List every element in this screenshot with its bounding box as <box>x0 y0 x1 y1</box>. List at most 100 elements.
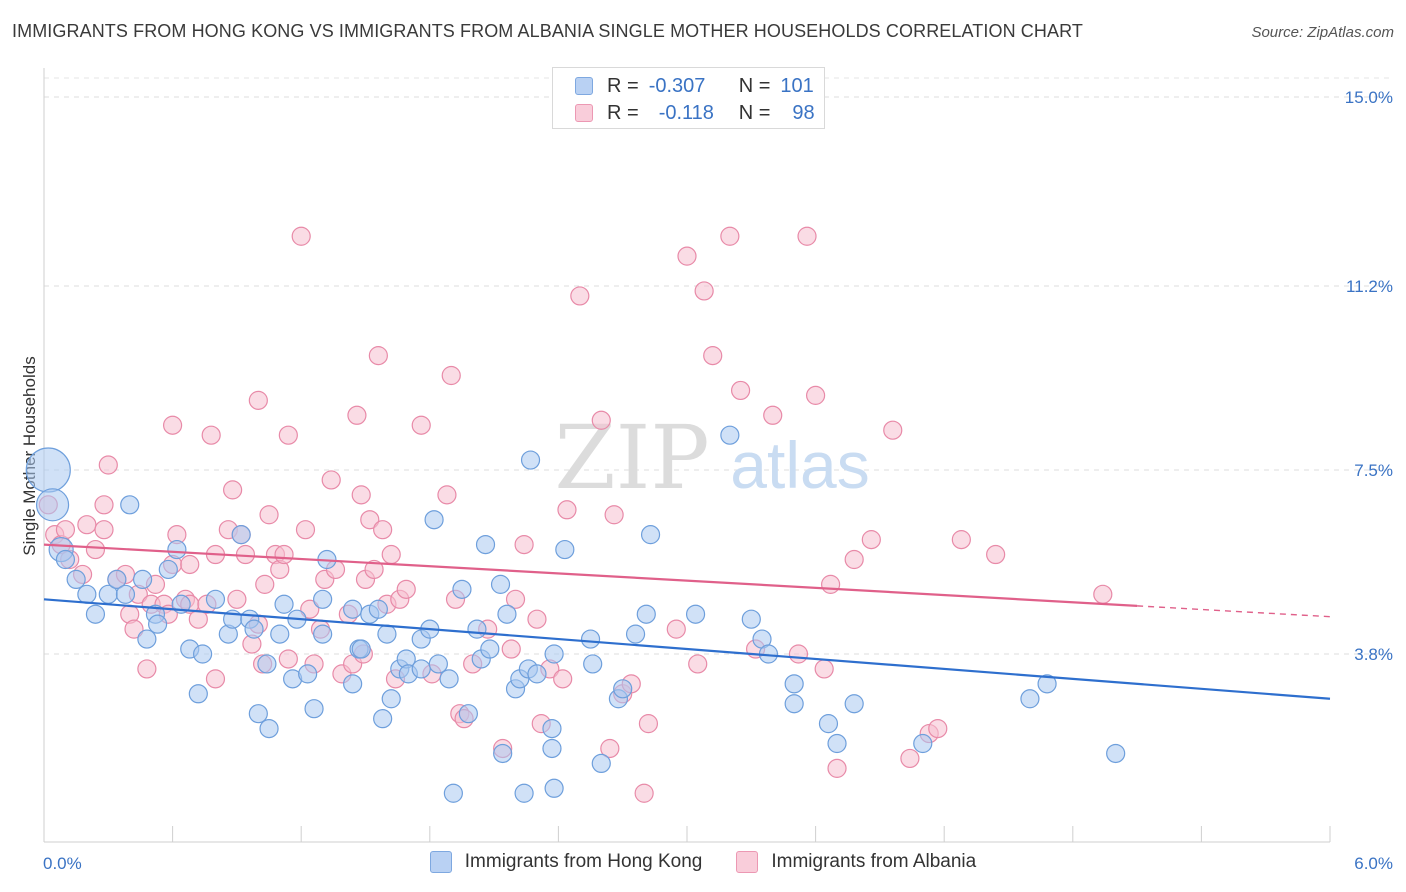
albania-point <box>291 226 311 246</box>
hong-kong-point <box>132 569 153 590</box>
albania-point <box>821 574 841 594</box>
hong-kong-point <box>818 714 839 734</box>
hong-kong-point <box>158 559 178 580</box>
hong-kong-point <box>827 733 847 754</box>
albania-point <box>124 619 144 639</box>
hong-kong-point <box>147 614 168 634</box>
albania-point <box>883 420 903 440</box>
hong-kong-point <box>259 718 279 739</box>
n-label: N = <box>738 101 771 124</box>
hong-kong-point <box>514 783 534 803</box>
hong-kong-point <box>439 669 459 689</box>
albania-point <box>137 659 157 679</box>
hong-kong-point <box>298 664 318 684</box>
hong-kong-point <box>720 425 740 445</box>
albania-point <box>55 520 76 540</box>
legend-row-hong-kong: R = -0.307 N = 101 <box>575 73 814 99</box>
hong-kong-point <box>55 549 76 570</box>
hong-kong-point <box>373 709 393 729</box>
albania-swatch <box>736 851 759 873</box>
tick-labels: 3.8% 7.5% 11.2% 15.0% 0.0% 6.0% <box>43 88 1393 873</box>
albania-point <box>514 534 534 555</box>
albania-point <box>805 385 826 405</box>
albania-point <box>814 659 834 679</box>
albania-points <box>38 226 1113 803</box>
hong-kong-point <box>120 495 140 515</box>
hong-kong-point <box>527 664 547 684</box>
hong-kong-trend-line <box>43 598 1331 700</box>
albania-point <box>797 226 817 246</box>
series-legend: Immigrants from Hong Kong Immigrants fro… <box>0 851 1406 873</box>
albania-trend-line-extension <box>1137 605 1331 618</box>
hong-kong-point <box>137 629 157 649</box>
albania-point <box>351 485 371 505</box>
hong-kong-point <box>248 704 268 724</box>
albania-point <box>527 609 547 629</box>
hong-kong-point <box>231 525 251 545</box>
hong-kong-point <box>1106 743 1126 764</box>
albania-point <box>321 470 341 490</box>
hong-kong-point <box>1020 689 1040 709</box>
hong-kong-point <box>244 619 264 639</box>
hong-kong-point <box>544 644 564 664</box>
albania-point <box>98 455 118 475</box>
albania-point <box>278 425 298 445</box>
hong-kong-point <box>167 539 187 560</box>
albania-point <box>634 783 654 803</box>
watermark-zip: ZIP <box>554 406 709 509</box>
albania-point <box>364 559 384 580</box>
albania-trend-line <box>43 543 1138 607</box>
albania-point <box>201 425 221 445</box>
hong-kong-point <box>490 574 511 594</box>
albania-point <box>501 639 521 659</box>
y-tick-label: 15.0% <box>1345 88 1393 107</box>
hong-kong-point <box>257 654 277 674</box>
hong-kong-point <box>66 569 86 590</box>
albania-point <box>180 554 200 575</box>
hong-kong-point <box>107 569 127 590</box>
albania-point <box>557 500 577 520</box>
hong-kong-point <box>368 599 388 619</box>
hong-kong-point <box>304 699 324 719</box>
chart-title: IMMIGRANTS FROM HONG KONG VS IMMIGRANTS … <box>12 21 1083 41</box>
albania-point <box>694 281 714 301</box>
hong-kong-point <box>497 604 517 624</box>
hong-kong-point <box>591 753 611 774</box>
albania-point <box>720 226 740 246</box>
hong-kong-point <box>270 624 290 644</box>
hong-kong-point <box>381 689 401 709</box>
legend-item-albania: Immigrants from Albania <box>736 851 976 873</box>
hong-kong-point <box>85 604 106 624</box>
hong-kong-point <box>351 639 371 659</box>
albania-swatch <box>575 104 593 122</box>
albania-point <box>227 589 247 609</box>
hong-kong-point <box>493 743 513 764</box>
hong-kong-point <box>640 525 661 545</box>
hong-kong-point <box>784 694 804 714</box>
albania-point <box>347 405 367 425</box>
hong-kong-point <box>452 579 472 599</box>
source-label: Source: ZipAtlas.com <box>1251 24 1394 41</box>
albania-point <box>827 758 847 778</box>
albania-point <box>677 246 697 266</box>
albania-point <box>94 520 114 540</box>
albania-point <box>295 520 316 540</box>
albania-point <box>255 574 275 594</box>
albania-point <box>638 714 659 734</box>
hong-kong-point <box>480 639 500 659</box>
albania-point <box>666 619 686 639</box>
hong-kong-swatch <box>429 851 452 873</box>
n-value-hong-kong: 101 <box>780 74 814 97</box>
hong-kong-point <box>467 619 487 639</box>
albania-point <box>844 549 864 570</box>
albania-point <box>604 505 624 525</box>
albania-point <box>441 365 461 386</box>
hong-kong-point <box>542 718 562 739</box>
albania-point <box>730 380 751 401</box>
r-label: R = <box>607 74 639 97</box>
trend-lines <box>43 543 1331 700</box>
albania-point <box>986 544 1006 565</box>
albania-point <box>278 649 298 669</box>
albania-point <box>373 520 393 540</box>
legend-label-albania: Immigrants from Albania <box>771 851 977 872</box>
